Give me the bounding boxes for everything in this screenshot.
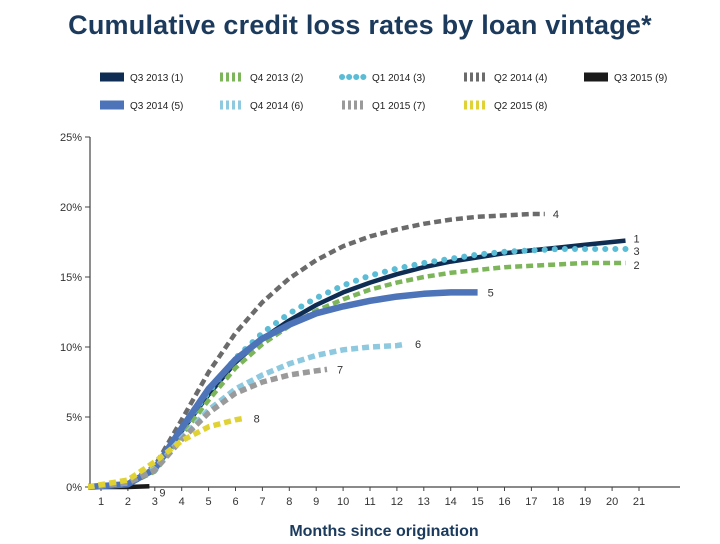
end-label-4: 4	[553, 209, 559, 221]
x-tick-label: 18	[552, 496, 564, 508]
x-tick-label: 12	[391, 496, 403, 508]
x-tick-label: 7	[259, 496, 265, 508]
series-line-5	[88, 289, 478, 490]
x-tick-label: 21	[633, 496, 645, 508]
end-label-5: 5	[488, 287, 494, 299]
x-tick-label: 14	[445, 496, 457, 508]
x-tick-label: 8	[286, 496, 292, 508]
x-tick-label: 17	[525, 496, 537, 508]
y-tick-label: 0%	[66, 482, 82, 494]
x-tick-label: 5	[206, 496, 212, 508]
legend-label: Q1 2014 (3)	[372, 73, 425, 84]
y-tick-label: 15%	[60, 272, 82, 284]
y-tick-label: 25%	[60, 132, 82, 144]
x-tick-label: 2	[125, 496, 131, 508]
x-tick-label: 19	[579, 496, 591, 508]
legend-label: Q3 2013 (1)	[130, 73, 183, 84]
end-label-3: 3	[634, 246, 640, 258]
series-layer	[88, 211, 629, 490]
end-label-2: 2	[634, 260, 640, 272]
x-tick-label: 1	[98, 496, 104, 508]
end-labels: 1 2 3 4 9 5 6 7 8	[159, 209, 639, 499]
legend-label: Q4 2014 (6)	[250, 101, 303, 112]
legend-label: Q2 2015 (8)	[494, 101, 547, 112]
x-tick-label: 4	[179, 496, 185, 508]
x-axis-label: Months since origination	[289, 523, 478, 540]
series-line-6	[88, 341, 406, 490]
end-label-6: 6	[415, 339, 421, 351]
y-tick-label: 20%	[60, 202, 82, 214]
y-axis: 0% 5% 10% 15% 20% 25%	[60, 132, 91, 494]
legend-item: Q3 2014 (5)	[100, 100, 183, 112]
x-tick-label: 20	[606, 496, 618, 508]
x-tick-label: 10	[337, 496, 349, 508]
end-label-7: 7	[337, 364, 343, 376]
end-label-8: 8	[254, 413, 260, 425]
series-line-4	[88, 211, 545, 490]
x-tick-label: 16	[498, 496, 510, 508]
legend-item: Q2 2015 (8)	[464, 100, 547, 112]
legend-item: Q2 2014 (4)	[464, 72, 547, 84]
legend-label: Q4 2013 (2)	[250, 73, 303, 84]
y-tick-label: 10%	[60, 342, 82, 354]
legend-label: Q3 2014 (5)	[130, 101, 183, 112]
legend-item: Q3 2013 (1)	[100, 72, 183, 84]
x-tick-label: 6	[232, 496, 238, 508]
x-tick-label: 11	[364, 496, 375, 508]
legend-label: Q1 2015 (7)	[372, 101, 425, 112]
x-tick-label: 3	[152, 496, 158, 508]
x-tick-label: 15	[471, 496, 483, 508]
legend-item: Q3 2015 (9)	[584, 72, 667, 84]
series-line-2	[88, 260, 626, 490]
x-tick-label: 9	[313, 496, 319, 508]
series-line-8	[88, 415, 245, 490]
end-label-9: 9	[159, 487, 165, 499]
y-tick-label: 5%	[66, 412, 82, 424]
legend-item: Q4 2013 (2)	[220, 72, 303, 84]
chart-title: Cumulative credit loss rates by loan vin…	[68, 10, 652, 40]
legend: Q3 2013 (1) Q4 2013 (2) Q1 2014 (3) Q2 2014…	[100, 72, 667, 112]
legend-item: Q1 2014 (3)	[339, 73, 425, 84]
legend-label: Q2 2014 (4)	[494, 73, 547, 84]
legend-label: Q3 2015 (9)	[614, 73, 667, 84]
x-axis: 1 2 3 4 5 6 7 8 9 10 11 12 13 14 15 16 17 18 19 20 21	[90, 486, 680, 508]
series-line-7	[88, 366, 328, 490]
legend-item: Q1 2015 (7)	[342, 100, 425, 112]
legend-item: Q4 2014 (6)	[220, 100, 303, 112]
x-tick-label: 13	[418, 496, 430, 508]
end-label-1: 1	[634, 234, 640, 246]
